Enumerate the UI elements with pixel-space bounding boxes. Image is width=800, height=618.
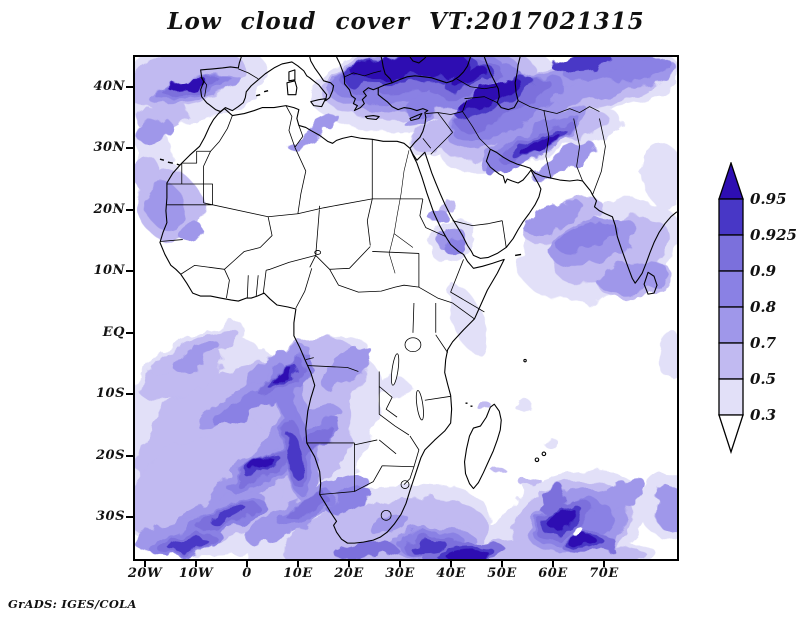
x-axis-tick bbox=[348, 561, 350, 567]
border-lesotho bbox=[380, 509, 392, 521]
map-svg bbox=[135, 57, 677, 559]
y-tick-label: EQ bbox=[102, 325, 125, 340]
island-sardinia bbox=[286, 80, 298, 96]
island-corsica bbox=[288, 69, 296, 82]
coastline-caspian bbox=[483, 57, 521, 111]
colorbar-label: 0.3 bbox=[750, 406, 777, 424]
y-tick-label: 20N bbox=[93, 202, 125, 217]
island-reunion bbox=[541, 451, 547, 457]
x-tick-label: 20E bbox=[334, 566, 364, 581]
colorbar-segment bbox=[718, 198, 744, 236]
y-axis-tick bbox=[126, 86, 133, 88]
nile-river bbox=[388, 150, 414, 274]
coastline-levant-anatolia bbox=[377, 87, 429, 149]
y-axis-tick bbox=[126, 147, 133, 149]
x-tick-label: 10E bbox=[283, 566, 313, 581]
x-tick-label: 40E bbox=[436, 566, 466, 581]
x-axis-tick bbox=[297, 561, 299, 567]
x-tick-label: 20W bbox=[127, 566, 163, 581]
island-crete bbox=[364, 114, 380, 121]
coastline-iran-india bbox=[490, 148, 677, 284]
cloud-shading-layer bbox=[135, 57, 677, 559]
lakes-rivers-layer bbox=[314, 150, 424, 421]
colorbar-label: 0.9 bbox=[750, 262, 777, 280]
x-axis-tick bbox=[552, 561, 554, 567]
coastline-black-sea bbox=[391, 57, 472, 84]
x-tick-label: 0 bbox=[242, 566, 252, 581]
coastline-crimea bbox=[409, 57, 427, 64]
coastline-europe-west bbox=[200, 57, 335, 113]
y-axis-tick bbox=[126, 332, 133, 334]
x-axis-tick bbox=[399, 561, 401, 567]
plot-title: Low cloud cover VT:2017021315 bbox=[167, 8, 645, 35]
lake-victoria bbox=[404, 337, 422, 353]
island-mauritius bbox=[534, 457, 540, 463]
lake-malawi bbox=[415, 390, 424, 421]
x-tick-label: 60E bbox=[538, 566, 568, 581]
country-borders-layer bbox=[159, 68, 606, 521]
coastline-arabia bbox=[409, 148, 542, 259]
island-madagascar bbox=[463, 403, 502, 490]
coastline-adriatic-greece bbox=[336, 57, 393, 112]
colorbar-segment bbox=[718, 306, 744, 344]
cyclone-eye bbox=[572, 527, 585, 538]
y-tick-label: 30S bbox=[96, 509, 125, 524]
x-tick-label: 30E bbox=[385, 566, 415, 581]
colorbar-label: 0.8 bbox=[750, 298, 777, 316]
map-frame bbox=[133, 55, 679, 561]
colorbar-arrow-up bbox=[718, 162, 744, 200]
x-axis-tick bbox=[603, 561, 605, 567]
attribution-text: GrADS: IGES/COLA bbox=[8, 597, 137, 611]
border-swaziland bbox=[400, 480, 410, 489]
island-sri-lanka bbox=[643, 271, 658, 295]
y-tick-label: 30N bbox=[93, 140, 125, 155]
y-tick-label: 20S bbox=[96, 448, 125, 463]
colorbar-label: 0.5 bbox=[750, 370, 777, 388]
colorbar-segment bbox=[718, 234, 744, 272]
y-tick-label: 10N bbox=[93, 263, 125, 278]
colorbar-segment bbox=[718, 378, 744, 416]
island-seychelles bbox=[523, 358, 527, 363]
lake-tanganyika bbox=[391, 353, 400, 386]
coastlines-layer bbox=[159, 57, 677, 544]
colorbar-label: 0.925 bbox=[750, 226, 797, 244]
y-axis-tick bbox=[126, 393, 133, 395]
y-axis-tick bbox=[126, 270, 133, 272]
colorbar-svg bbox=[718, 162, 744, 454]
x-axis-tick bbox=[246, 561, 248, 567]
colorbar-arrow-down bbox=[718, 414, 744, 454]
country-borders bbox=[159, 68, 606, 495]
x-axis-tick bbox=[450, 561, 452, 567]
island-sicily bbox=[310, 98, 327, 108]
x-tick-label: 10W bbox=[178, 566, 214, 581]
colorbar-label: 0.95 bbox=[750, 190, 787, 208]
island-cyprus bbox=[409, 113, 423, 122]
y-axis-tick bbox=[126, 516, 133, 518]
x-axis-tick bbox=[501, 561, 503, 567]
colorbar-label: 0.7 bbox=[750, 334, 777, 352]
y-axis-tick bbox=[126, 455, 133, 457]
y-tick-label: 10S bbox=[96, 386, 125, 401]
x-tick-label: 70E bbox=[589, 566, 619, 581]
colorbar-segment bbox=[718, 342, 744, 380]
small-islands bbox=[159, 90, 522, 407]
colorbar-segment bbox=[718, 270, 744, 308]
y-axis-tick bbox=[126, 209, 133, 211]
x-tick-label: 50E bbox=[487, 566, 517, 581]
x-axis-tick bbox=[195, 561, 197, 567]
coastline-africa bbox=[159, 105, 505, 544]
x-axis-tick bbox=[144, 561, 146, 567]
y-tick-label: 40N bbox=[93, 79, 125, 94]
